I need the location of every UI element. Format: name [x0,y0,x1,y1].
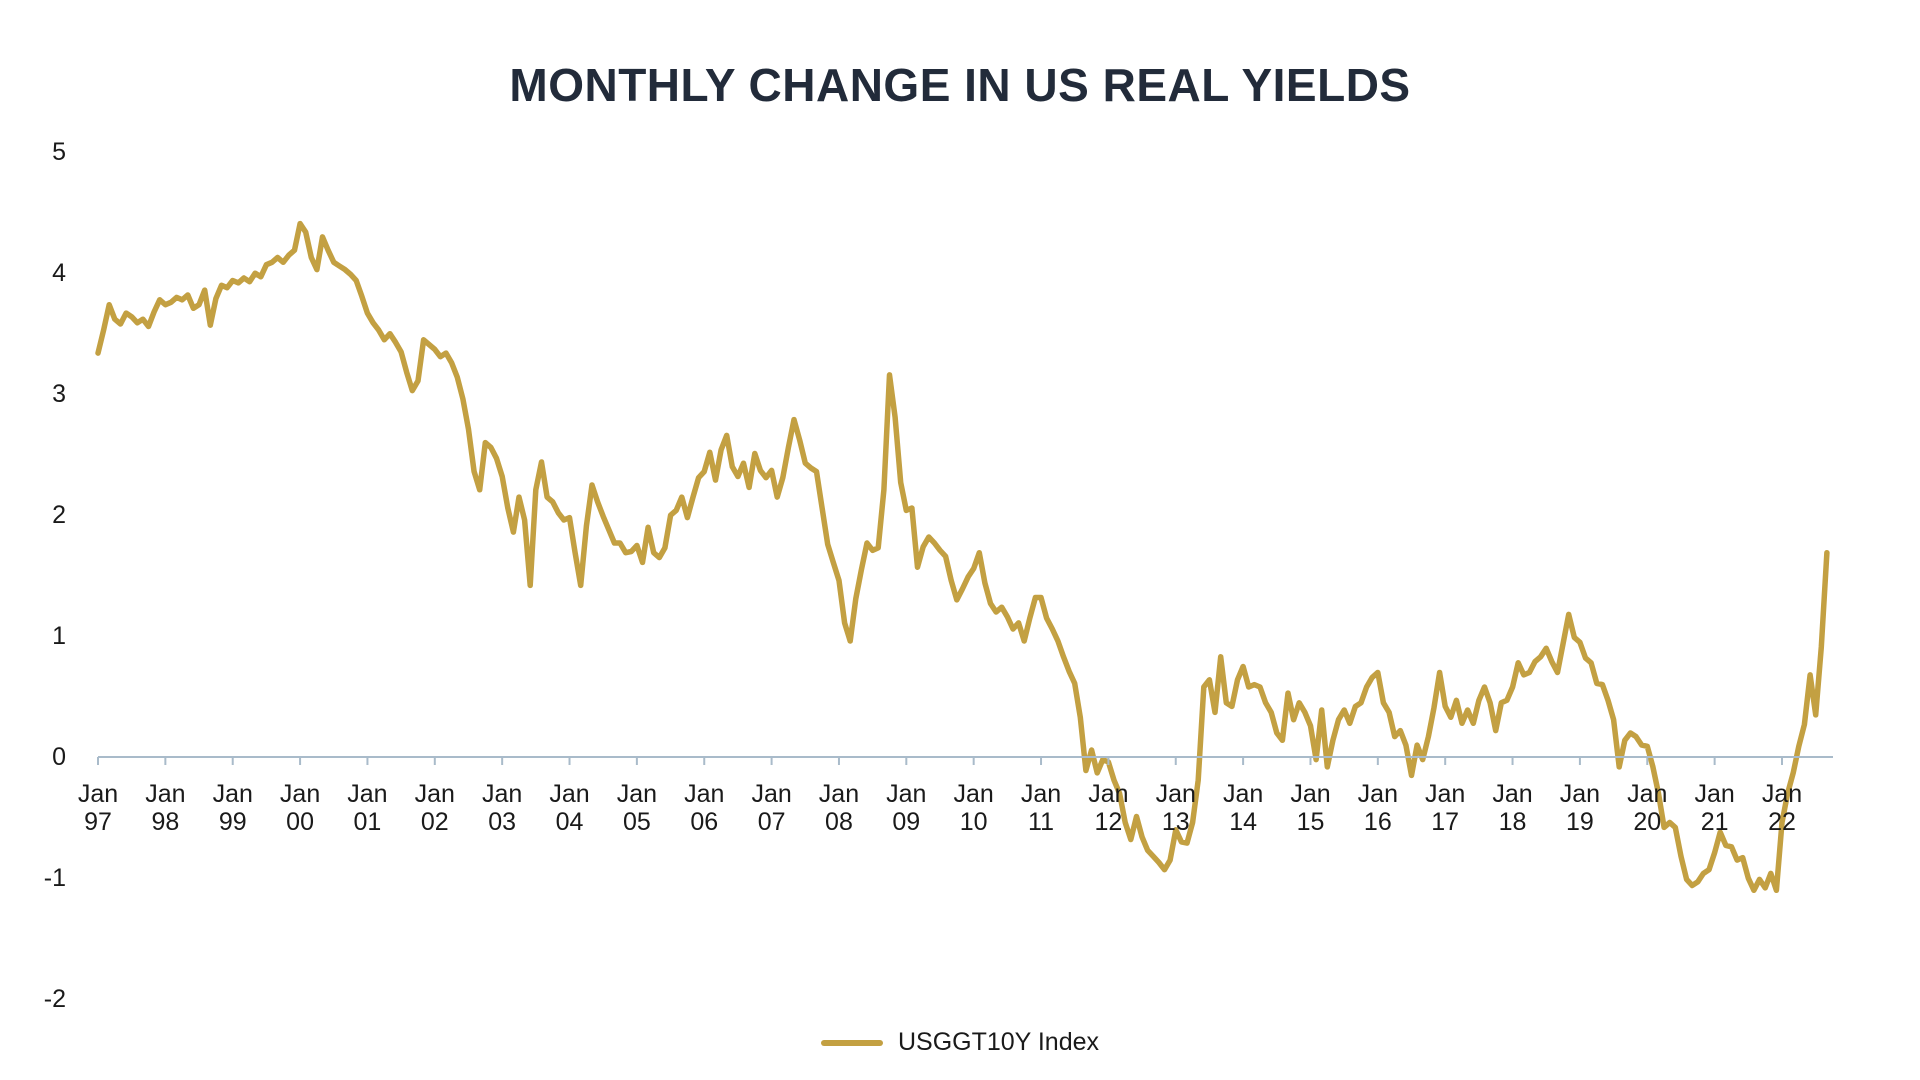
legend: USGGT10Y Index [0,1028,1920,1057]
x-tick-label-month: Jan [1156,780,1196,808]
x-tick-label-month: Jan [684,780,724,808]
legend-series-label: USGGT10Y Index [897,1028,1100,1056]
x-tick-label-month: Jan [819,780,859,808]
x-tick-label-month: Jan [78,780,118,808]
x-tick-label-year: 21 [1701,808,1729,836]
y-tick-label: -1 [44,864,66,892]
x-tick-label-month: Jan [347,780,387,808]
x-tick-label-month: Jan [1627,780,1667,808]
x-tick-label-year: 97 [84,808,112,836]
x-tick-label-month: Jan [1560,780,1600,808]
x-tick-label-year: 03 [488,808,516,836]
chart-title: MONTHLY CHANGE IN US REAL YIELDS [509,59,1411,111]
x-tick-label-month: Jan [1290,780,1330,808]
x-tick-label-month: Jan [1021,780,1061,808]
legend-line-swatch-icon [820,1039,883,1046]
x-tick-label-month: Jan [1492,780,1532,808]
x-tick-label-year: 18 [1499,808,1527,836]
x-tick-label-year: 98 [151,808,179,836]
y-tick-label: 5 [52,138,66,166]
x-tick-label-year: 11 [1028,808,1054,836]
x-tick-label-month: Jan [549,780,589,808]
x-tick-label-year: 99 [219,808,247,836]
x-tick-label-month: Jan [1223,780,1263,808]
x-tick-label-month: Jan [886,780,926,808]
y-tick-label: -2 [44,985,66,1013]
x-tick-label-year: 07 [758,808,786,836]
x-tick-label-year: 01 [354,808,382,836]
y-tick-label: 4 [52,259,66,287]
x-tick-label-year: 10 [960,808,988,836]
x-tick-label-month: Jan [751,780,791,808]
x-tick-label-year: 05 [623,808,651,836]
x-tick-label-year: 14 [1229,808,1257,836]
x-tick-label-year: 08 [825,808,853,836]
x-tick-label-month: Jan [1694,780,1734,808]
x-tick-label-year: 19 [1566,808,1594,836]
x-tick-label-year: 17 [1431,808,1459,836]
series-line [95,220,1830,894]
x-tick-label-month: Jan [1358,780,1398,808]
x-tick-label-month: Jan [617,780,657,808]
x-tick-label-month: Jan [145,780,185,808]
x-tick-label-month: Jan [415,780,455,808]
x-tick-label-year: 12 [1094,808,1122,836]
x-tick-label-month: Jan [280,780,320,808]
x-tick-label-month: Jan [1088,780,1128,808]
x-tick-label-year: 04 [556,808,584,836]
x-tick-label-year: 00 [286,808,314,836]
x-tick-label-month: Jan [213,780,253,808]
x-tick-label-month: Jan [954,780,994,808]
x-tick-label-year: 15 [1297,808,1325,836]
x-tick-label-year: 13 [1162,808,1190,836]
y-tick-label: 0 [52,743,66,771]
x-tick-label-month: Jan [1425,780,1465,808]
y-tick-label: 2 [52,501,66,529]
x-tick-label-year: 06 [690,808,718,836]
x-tick-label-month: Jan [1762,780,1802,808]
x-tick-label-year: 20 [1633,808,1661,836]
x-tick-label-month: Jan [482,780,522,808]
x-tick-label-year: 22 [1768,808,1796,836]
x-tick-label-year: 16 [1364,808,1392,836]
y-tick-label: 1 [52,622,66,650]
x-tick-label-year: 09 [892,808,920,836]
x-tick-label-year: 02 [421,808,449,836]
y-tick-label: 3 [52,380,66,408]
